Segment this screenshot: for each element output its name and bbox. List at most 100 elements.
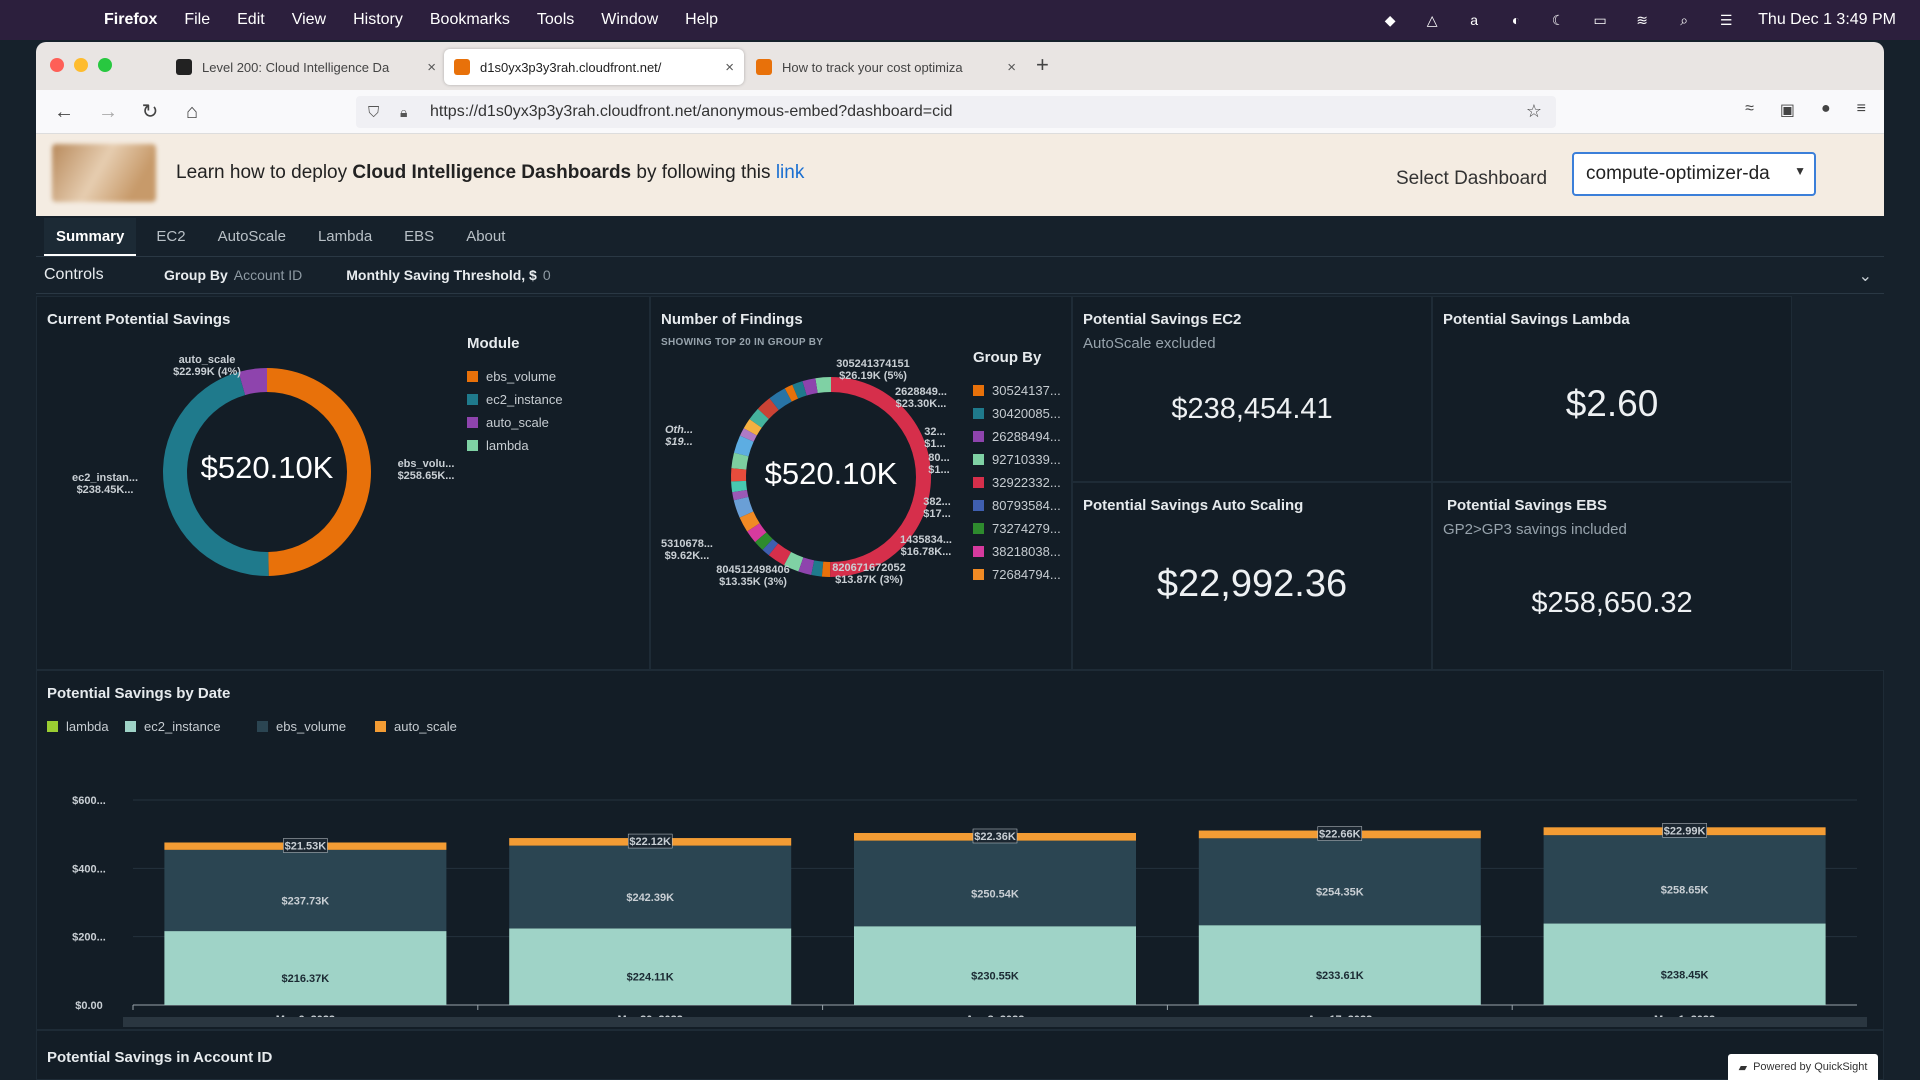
browser-tab-3[interactable]: How to track your cost optimiza × <box>746 49 1026 85</box>
bar-segment-ebs-volume[interactable] <box>1198 838 1481 926</box>
close-tab-icon[interactable]: × <box>725 58 734 76</box>
savings-by-date-chart[interactable]: $0.00$200...$400...$600...$0.00K$216.37K… <box>37 671 1884 1031</box>
donut-slice-ec2-instance[interactable] <box>162 371 269 576</box>
menu-item-tools[interactable]: Tools <box>536 11 575 28</box>
legend-item[interactable]: auto_scale <box>375 719 457 734</box>
bookmark-star-icon[interactable]: ☆ <box>1525 101 1542 121</box>
bar-segment-ec2-instance[interactable] <box>1543 923 1826 1005</box>
clock[interactable]: Thu Dec 1 3:49 PM <box>1758 11 1896 28</box>
donut-slice-seg-19[interactable] <box>769 388 792 411</box>
donut-slice-seg-8[interactable] <box>739 511 760 532</box>
legend-item[interactable]: ebs_volume <box>257 719 346 734</box>
menu-item-bookmarks[interactable]: Bookmarks <box>429 11 510 28</box>
bar-segment-ebs-volume[interactable] <box>854 840 1136 927</box>
extension-mask-icon[interactable]: ▣ <box>1779 102 1795 119</box>
legend-item[interactable]: lambda <box>47 719 109 734</box>
donut-slice-seg-0[interactable] <box>821 561 831 577</box>
drive-icon[interactable]: △ <box>1426 12 1438 28</box>
legend-item[interactable]: ebs_volume <box>467 369 556 384</box>
back-arrow-icon[interactable]: ← <box>54 101 74 123</box>
threshold-value[interactable]: 0 <box>542 267 551 283</box>
lock-icon[interactable]: 🔒︎ <box>400 103 408 120</box>
donut-slice-seg-2[interactable] <box>798 557 815 576</box>
tab-autoscale[interactable]: AutoScale <box>217 228 286 245</box>
kpi-ec2-panel[interactable]: Potential Savings EC2 AutoScale excluded… <box>1072 296 1432 482</box>
bar-segment-ec2-instance[interactable] <box>854 926 1136 1005</box>
extension-fox-icon[interactable]: ● <box>1820 100 1831 117</box>
donut-slice-oth[interactable] <box>830 377 932 577</box>
donut-slice-seg-14[interactable] <box>733 435 754 457</box>
donut-slice-seg-15[interactable] <box>739 428 757 442</box>
donut-slice-seg-3[interactable] <box>784 552 804 572</box>
legend-item[interactable]: 26288494... <box>973 429 1061 444</box>
amazon-icon[interactable]: a <box>1470 12 1479 28</box>
bar-segment-ebs-volume[interactable] <box>1543 835 1826 924</box>
donut-slice-seg-17[interactable] <box>749 408 769 428</box>
donut-slice-seg-18[interactable] <box>757 398 779 420</box>
controls-title[interactable]: Controls <box>44 266 104 283</box>
legend-item[interactable]: 72684794... <box>973 567 1061 582</box>
deploy-link[interactable]: link <box>775 162 805 183</box>
kpi-lambda-panel[interactable]: Potential Savings Lambda $2.60 <box>1432 296 1792 482</box>
menu-item-file[interactable]: File <box>184 11 211 28</box>
maximize-window-button[interactable] <box>98 58 112 72</box>
wifi-icon[interactable]: ≋ <box>1636 12 1649 28</box>
bar-segment-ebs-volume[interactable] <box>164 849 447 932</box>
powered-by-quicksight[interactable]: ▰ Powered by QuickSight <box>1728 1054 1878 1080</box>
url-input[interactable] <box>430 103 1430 121</box>
legend-item[interactable]: ec2_instance <box>467 392 563 407</box>
menu-item-view[interactable]: View <box>291 11 327 28</box>
dashboard-select[interactable]: compute-optimizer-da ▼ <box>1572 152 1816 196</box>
tab-ebs[interactable]: EBS <box>404 228 435 245</box>
legend-item[interactable]: lambda <box>467 438 529 453</box>
hamburger-menu-icon[interactable]: ≡ <box>1856 100 1866 117</box>
reload-icon[interactable]: ↻ <box>141 101 159 123</box>
legend-item[interactable]: 30420085... <box>973 406 1061 421</box>
donut-slice-seg-16[interactable] <box>743 419 762 436</box>
browser-tab-2[interactable]: d1s0yx3p3y3rah.cloudfront.net/ × <box>444 49 744 85</box>
dropbox-icon[interactable]: ◆ <box>1384 12 1396 28</box>
tab-ec2[interactable]: EC2 <box>156 228 186 245</box>
legend-item[interactable]: auto_scale <box>467 415 549 430</box>
globe-icon[interactable]: ◐ <box>1511 12 1521 28</box>
donut-slice-ebs-volume[interactable] <box>267 368 372 576</box>
legend-item[interactable]: ec2_instance <box>125 719 221 734</box>
kpi-autoscaling-panel[interactable]: Potential Savings Auto Scaling $22,992.3… <box>1072 482 1432 670</box>
donut-slice-seg-21[interactable] <box>792 381 807 399</box>
bar-segment-ec2-instance[interactable] <box>164 931 447 1005</box>
home-icon[interactable]: ⌂ <box>185 101 199 123</box>
donut-slice-seg-10[interactable] <box>732 489 749 501</box>
legend-item[interactable]: 92710339... <box>973 452 1061 467</box>
control-center-icon[interactable]: ☰ <box>1719 12 1733 28</box>
tab-lambda[interactable]: Lambda <box>317 228 373 245</box>
donut-slice-seg-13[interactable] <box>731 452 749 470</box>
shield-icon[interactable]: ⛉ <box>368 103 380 121</box>
current-savings-donut[interactable]: auto_scale $22.99K (4%) ec2_instan... $2… <box>37 297 651 671</box>
minimize-window-button[interactable] <box>74 58 88 72</box>
moon-icon[interactable]: ☾ <box>1551 12 1565 28</box>
donut-slice-seg-5[interactable] <box>762 538 779 556</box>
group-by-value[interactable]: Account ID <box>233 267 303 283</box>
donut-slice-seg-22[interactable] <box>802 378 818 396</box>
tab-summary[interactable]: Summary <box>44 218 137 256</box>
tab-about[interactable]: About <box>466 228 506 245</box>
menu-item-edit[interactable]: Edit <box>237 11 265 28</box>
legend-item[interactable]: 30524137... <box>973 383 1061 398</box>
extension-aws-icon[interactable]: ≈ <box>1745 100 1754 117</box>
chevron-down-icon[interactable]: ⌄ <box>1858 268 1872 285</box>
bar-segment-ec2-instance[interactable] <box>509 928 792 1005</box>
donut-slice-seg-1[interactable] <box>811 560 824 577</box>
kpi-ebs-panel[interactable]: Potential Savings EBS GP2>GP3 savings in… <box>1432 482 1792 670</box>
bar-segment-ebs-volume[interactable] <box>509 845 792 929</box>
legend-item[interactable]: 80793584... <box>973 498 1061 513</box>
donut-slice-seg-6[interactable] <box>755 532 773 550</box>
url-bar[interactable]: ⛉ 🔒︎ ☆ <box>356 96 1556 128</box>
donut-slice-seg-12[interactable] <box>731 468 747 482</box>
forward-arrow-icon[interactable]: → <box>98 101 118 123</box>
donut-slice-auto-scale[interactable] <box>238 368 267 396</box>
donut-slice-seg-23[interactable] <box>815 377 831 394</box>
findings-donut[interactable]: 305241374151 $26.19K (5%) 2628849... $23… <box>651 297 1073 671</box>
bar-segment-ec2-instance[interactable] <box>1198 925 1481 1005</box>
close-tab-icon[interactable]: × <box>1007 58 1016 76</box>
legend-item[interactable]: 73274279... <box>973 521 1061 536</box>
